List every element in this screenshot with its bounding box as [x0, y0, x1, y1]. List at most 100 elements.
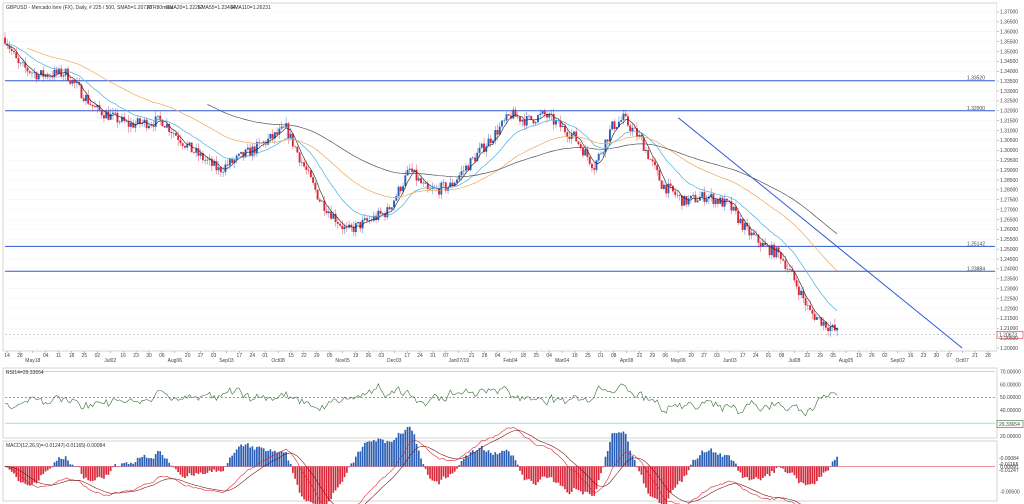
candle-body — [737, 211, 740, 224]
date-tick-label: Aug06 — [168, 358, 183, 364]
candle-body — [163, 126, 166, 128]
macd-histogram-bar — [359, 451, 362, 467]
candle-body — [633, 127, 636, 129]
macd-tick-label: -0.00500 — [1000, 489, 1020, 495]
macd-histogram-bar — [262, 448, 265, 467]
candle-body — [197, 148, 200, 156]
candle-body — [759, 242, 762, 247]
moving-averages — [4, 43, 838, 329]
macd-histogram-bar — [636, 466, 638, 468]
macd-histogram-bar — [55, 460, 58, 467]
candle-body — [102, 115, 105, 119]
macd-histogram-bar — [762, 466, 764, 478]
macd-histogram-bar — [336, 466, 339, 488]
macd-histogram-bar — [238, 446, 240, 467]
macd-histogram-bar — [141, 456, 144, 467]
candle-body — [85, 94, 87, 102]
candle-body — [420, 178, 423, 184]
macd-histogram-bar — [125, 462, 128, 467]
candle-body — [327, 211, 330, 214]
macd-histogram-bar — [429, 466, 431, 479]
macd-histogram-bar — [591, 466, 593, 496]
macd-histogram-bar — [791, 466, 793, 473]
candle-body — [725, 198, 728, 201]
macd-histogram-bar — [568, 466, 571, 495]
candle-body — [368, 219, 371, 221]
macd-histogram-bar — [663, 466, 665, 504]
date-tick-label: 01 — [598, 353, 604, 359]
candle-body — [4, 37, 6, 44]
macd-histogram-bar — [327, 466, 330, 502]
candle-body — [201, 153, 204, 161]
candle-body — [98, 105, 101, 111]
macd-histogram-bar — [341, 466, 344, 482]
macd-histogram-bar — [469, 452, 472, 467]
candle-body — [195, 148, 198, 153]
candle-body — [152, 125, 155, 127]
candle-body — [653, 161, 656, 166]
last-price-label: 1.20673 — [999, 333, 1017, 339]
macd-histogram-bar — [669, 466, 672, 493]
candle-body — [696, 200, 699, 203]
macd-histogram-bar — [350, 463, 353, 467]
candle-body — [129, 122, 132, 127]
macd-histogram-bar — [287, 460, 290, 467]
date-tick-label: 24 — [417, 353, 423, 359]
candle-body — [183, 145, 186, 148]
macd-histogram-bar — [181, 466, 184, 477]
macd-histogram-bar — [514, 460, 517, 467]
candle-body — [489, 138, 492, 144]
macd-histogram-bar — [678, 466, 681, 481]
candle-body — [370, 219, 373, 221]
macd-histogram-bar — [348, 466, 350, 468]
macd-histogram-bar — [658, 466, 661, 503]
candle-body — [447, 187, 449, 191]
macd-histogram-bar — [766, 466, 769, 475]
chart-header-ema110: EMA110=1.26231 — [231, 5, 271, 11]
macd-histogram-bar — [521, 466, 524, 475]
candle-body — [743, 222, 746, 230]
macd-histogram-bar — [31, 466, 33, 485]
candle-body — [458, 175, 461, 180]
macd-histogram-bar — [321, 466, 323, 504]
macd-histogram-bar — [226, 463, 229, 467]
macd-histogram-bar — [676, 466, 679, 485]
rsi-tick-label: 20.00000 — [1000, 434, 1021, 440]
macd-histogram-bar — [501, 450, 503, 467]
candle-body — [348, 224, 351, 228]
candle-body — [44, 74, 47, 77]
candle-body — [217, 167, 220, 171]
macd-histogram-bar — [507, 451, 510, 467]
candle-body — [154, 116, 157, 127]
candle-body — [24, 62, 27, 68]
candle-body — [352, 226, 355, 233]
macd-histogram-bar — [213, 466, 215, 470]
candle-body — [278, 128, 281, 135]
candle-body — [600, 153, 602, 155]
price-tick-label: 1.33500 — [1000, 79, 1018, 85]
macd-histogram-bar — [759, 466, 762, 481]
date-tick-label: 16 — [120, 353, 126, 359]
macd-histogram-bar — [651, 466, 654, 498]
sma5-line — [4, 43, 838, 329]
candle-body — [53, 69, 56, 78]
candle-body — [424, 182, 427, 184]
macd-histogram-bar — [768, 466, 771, 477]
candle-body — [635, 128, 638, 137]
macd-histogram-bar — [172, 466, 175, 468]
macd-histogram-bar — [420, 458, 422, 467]
macd-histogram-bar — [114, 464, 117, 467]
macd-histogram-bar — [330, 466, 332, 500]
candle-body — [35, 72, 38, 80]
macd-histogram-bar — [15, 466, 18, 478]
date-tick-label: 21 — [469, 353, 475, 359]
candle-body — [537, 115, 539, 123]
macd-histogram-bar — [600, 466, 602, 474]
downtrend-line — [677, 117, 963, 349]
candle-body — [689, 195, 692, 199]
date-tick-label: May06 — [671, 358, 686, 364]
macd-histogram-bar — [602, 466, 605, 468]
candle-body — [242, 151, 245, 157]
candle-body — [372, 215, 375, 221]
ema55-line — [27, 47, 838, 272]
